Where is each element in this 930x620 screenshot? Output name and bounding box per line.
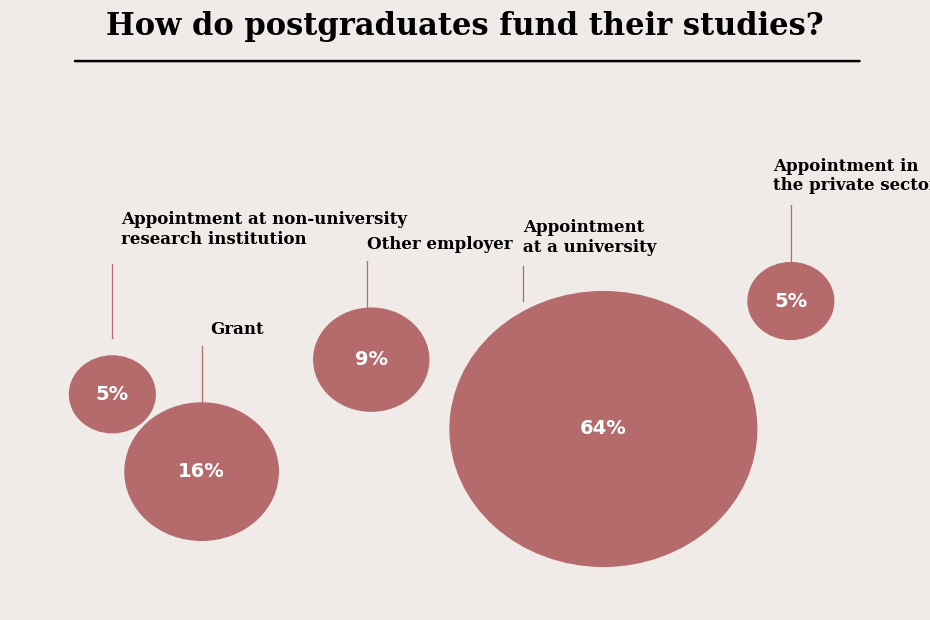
Ellipse shape [313, 308, 429, 411]
Text: 5%: 5% [775, 291, 807, 311]
Text: 5%: 5% [96, 385, 129, 404]
Text: Appointment
at a university: Appointment at a university [523, 219, 657, 255]
Text: Grant: Grant [210, 321, 264, 339]
Text: Appointment in
the private sector: Appointment in the private sector [773, 157, 930, 194]
Ellipse shape [125, 403, 278, 540]
Text: How do postgraduates fund their studies?: How do postgraduates fund their studies? [106, 11, 824, 42]
Text: 64%: 64% [580, 420, 627, 438]
Text: Appointment at non-university
research institution: Appointment at non-university research i… [121, 211, 407, 247]
Ellipse shape [70, 356, 155, 433]
Text: Other employer: Other employer [366, 236, 512, 253]
Text: 9%: 9% [354, 350, 388, 369]
Text: 16%: 16% [179, 462, 225, 481]
Ellipse shape [748, 263, 833, 339]
Ellipse shape [450, 291, 757, 566]
